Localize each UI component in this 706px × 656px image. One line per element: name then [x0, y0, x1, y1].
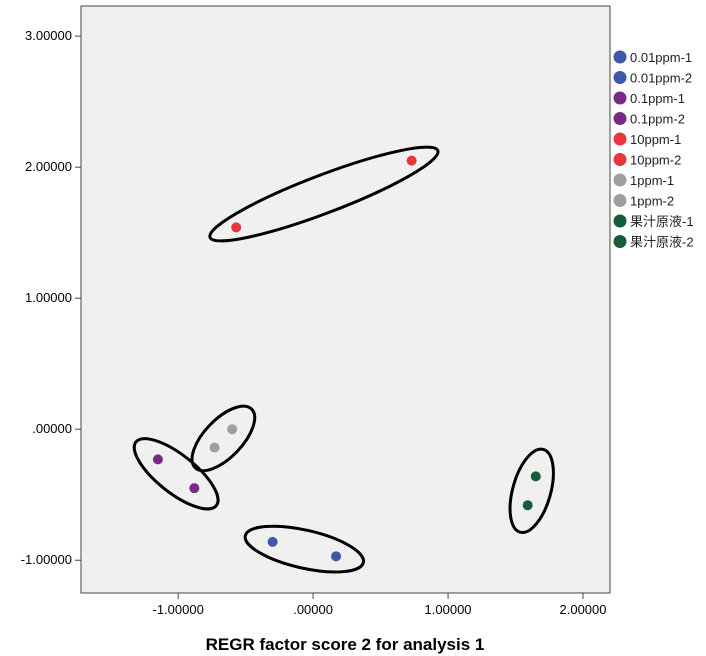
data-point — [231, 222, 242, 233]
data-point — [209, 442, 220, 453]
y-tick-label: 2.00000 — [25, 159, 72, 174]
x-tick-label: 2.00000 — [560, 602, 607, 617]
legend-item: 0.1ppm-2 — [613, 112, 685, 127]
legend-marker — [613, 132, 627, 146]
legend-item: 0.1ppm-1 — [613, 91, 685, 106]
legend-label: 1ppm-2 — [630, 194, 674, 209]
data-point — [406, 155, 417, 166]
legend-item: 果汁原液-1 — [613, 214, 694, 229]
legend-marker — [613, 91, 627, 105]
legend-item: 果汁原液-2 — [613, 235, 694, 250]
data-point — [331, 551, 342, 562]
data-point — [522, 500, 533, 511]
legend-item: 10ppm-1 — [613, 132, 681, 147]
legend-marker — [613, 173, 627, 187]
legend-label: 果汁原液-1 — [630, 214, 694, 229]
cluster-ellipses — [132, 145, 555, 574]
cluster-ellipse — [190, 404, 257, 473]
data-point — [189, 483, 200, 494]
legend-label: 0.1ppm-2 — [630, 112, 685, 127]
legend-marker — [613, 50, 627, 64]
data-point — [227, 424, 238, 435]
legend-label: 0.1ppm-1 — [630, 91, 685, 106]
legend-item: 0.01ppm-1 — [613, 50, 692, 65]
legend-label: 10ppm-2 — [630, 153, 681, 168]
cluster-ellipse — [508, 447, 555, 534]
legend-marker — [613, 112, 627, 125]
legend-item: 1ppm-2 — [613, 194, 674, 209]
x-tick-label: .00000 — [293, 602, 333, 617]
cluster-ellipse — [208, 145, 440, 243]
legend-marker — [613, 71, 627, 84]
legend-label: 0.01ppm-1 — [630, 50, 692, 65]
x-axis-title: REGR factor score 2 for analysis 1 — [206, 635, 485, 654]
y-tick-label: .00000 — [32, 421, 72, 436]
x-tick-label: -1.00000 — [152, 602, 203, 617]
legend-marker — [613, 235, 627, 248]
data-points — [152, 155, 541, 562]
plot-area — [80, 5, 611, 594]
legend-item: 1ppm-1 — [613, 173, 674, 188]
data-point — [267, 536, 278, 547]
legend-marker — [613, 153, 627, 166]
legend-label: 1ppm-1 — [630, 173, 674, 188]
x-tick-label: 1.00000 — [425, 602, 472, 617]
data-point — [152, 454, 163, 465]
legend-label: 10ppm-1 — [630, 132, 681, 147]
data-point — [530, 471, 541, 482]
legend-item: 10ppm-2 — [613, 153, 681, 168]
axes: -1.00000 .00000 1.00000 2.00000 3.00000 -1.00… — [21, 28, 607, 617]
legend-marker — [613, 214, 627, 228]
legend-marker — [613, 194, 627, 207]
y-tick-label: -1.00000 — [21, 552, 72, 567]
y-tick-label: 1.00000 — [25, 290, 72, 305]
cluster-ellipse — [132, 437, 220, 511]
legend-label: 0.01ppm-2 — [630, 71, 692, 86]
legend-label: 果汁原液-2 — [630, 235, 694, 250]
y-tick-label: 3.00000 — [25, 28, 72, 43]
cluster-ellipse — [243, 524, 366, 574]
legend-item: 0.01ppm-2 — [613, 71, 692, 86]
legend: 0.01ppm-1 0.01ppm-2 0.1ppm-1 0.1ppm-2 10ppm-… — [613, 50, 694, 250]
